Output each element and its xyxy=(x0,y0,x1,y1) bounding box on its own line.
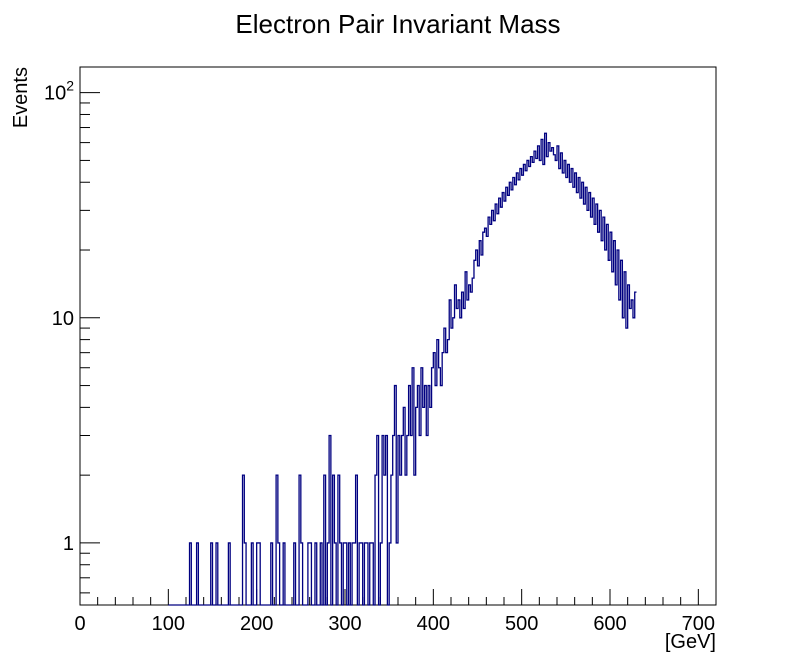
histogram-line xyxy=(168,132,637,606)
x-tick-label: 400 xyxy=(417,613,450,635)
x-tick-label: 500 xyxy=(505,613,538,635)
x-tick-label: 0 xyxy=(74,613,85,635)
x-axis: 0 100 200 300 400 500 600 700 xyxy=(74,589,717,635)
y-tick-label: 1 xyxy=(63,533,74,555)
y-tick-label: 10 xyxy=(52,308,74,330)
x-tick-label: 700 xyxy=(682,613,715,635)
y-axis: 1 10 102 xyxy=(44,78,100,594)
y-tick-label: 102 xyxy=(44,78,74,105)
x-axis-label: [GeV] xyxy=(665,631,716,653)
x-tick-label: 600 xyxy=(593,613,626,635)
x-tick-label: 200 xyxy=(240,613,273,635)
x-tick-label: 100 xyxy=(152,613,185,635)
x-tick-label: 300 xyxy=(328,613,361,635)
chart-title: Electron Pair Invariant Mass xyxy=(235,9,560,39)
y-axis-label: Events xyxy=(10,67,32,128)
